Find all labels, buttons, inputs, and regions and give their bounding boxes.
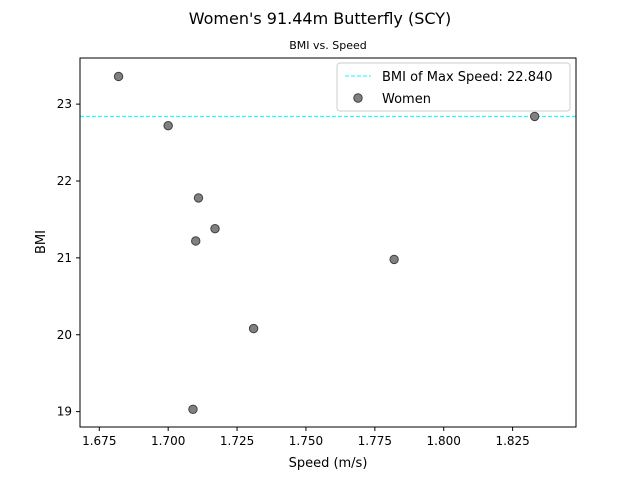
data-point	[188, 404, 198, 415]
legend: BMI of Max Speed: 22.840 Women	[336, 62, 571, 112]
y-tick-label: 22	[57, 174, 72, 188]
x-tick-label: 1.775	[358, 434, 392, 448]
data-point	[529, 111, 540, 122]
x-tick-label: 1.800	[427, 434, 461, 448]
x-tick-label: 1.725	[220, 434, 254, 448]
data-point	[191, 236, 201, 246]
data-point	[113, 71, 124, 82]
legend-box	[336, 62, 571, 112]
x-tick-label: 1.750	[289, 434, 323, 448]
y-tick-label: 23	[57, 97, 72, 111]
data-point	[389, 254, 399, 265]
data-point	[193, 193, 204, 203]
data-point	[210, 223, 220, 234]
y-axis-label: BMI	[34, 230, 49, 254]
x-axis-label: Speed (m/s)	[289, 456, 368, 471]
chart-title: Women's 91.44m Butterfly (SCY)	[189, 9, 452, 28]
plot-frame	[79, 57, 577, 428]
plot-area: 1.675 1.700 1.725 1.750 1.775 1.800 1.825 19 20 2…	[57, 57, 577, 448]
y-tick-label: 21	[57, 251, 72, 265]
data-point	[163, 120, 173, 131]
y-tick-label: 19	[57, 405, 72, 419]
x-tick-label: 1.825	[495, 434, 529, 448]
legend-label-series: Women	[382, 92, 431, 107]
x-tick-label: 1.700	[151, 434, 185, 448]
legend-marker-series	[353, 93, 363, 103]
y-tick-label: 20	[57, 328, 72, 342]
data-point	[248, 323, 259, 334]
legend-label-reference: BMI of Max Speed: 22.840	[382, 70, 553, 85]
x-tick-label: 1.675	[82, 434, 116, 448]
chart-subtitle: BMI vs. Speed	[289, 39, 367, 52]
